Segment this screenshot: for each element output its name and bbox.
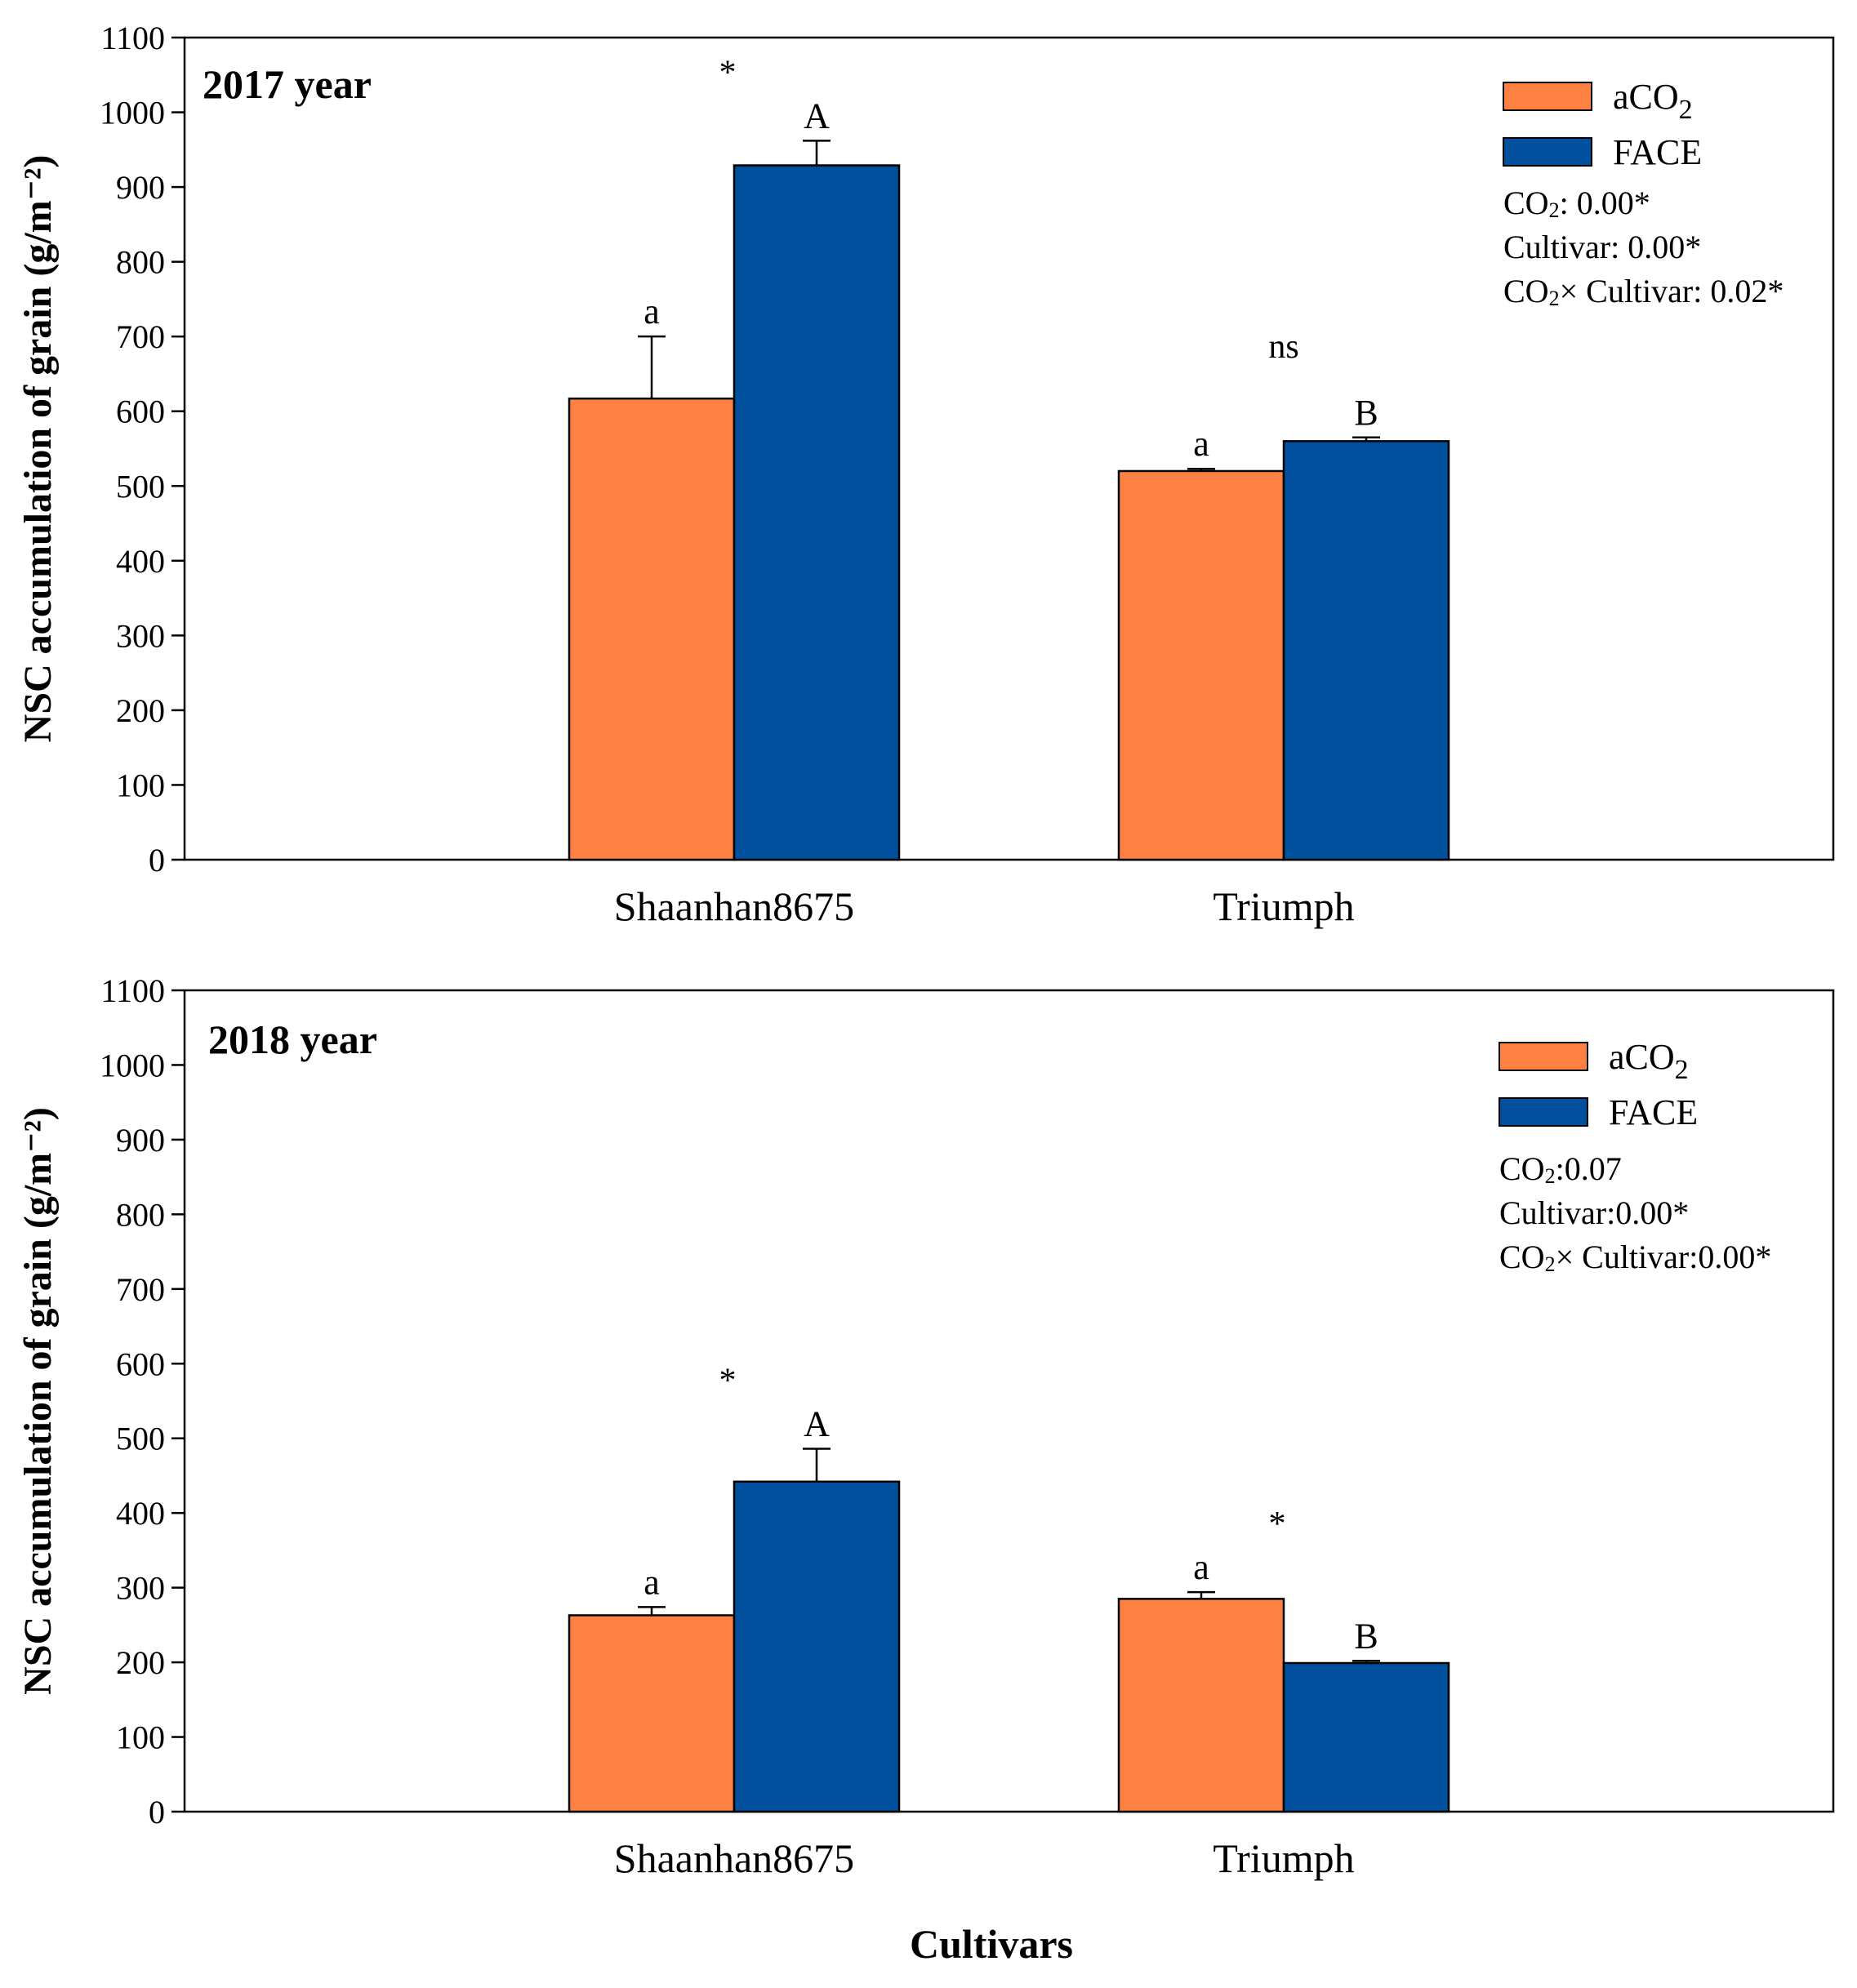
- plot-frame: [183, 36, 1835, 861]
- stats-line-sub: 2: [1549, 198, 1560, 222]
- legend-swatch-FACE: [1503, 137, 1592, 167]
- y-axis-label: NSC accumulation of grain (g/m⁻²): [16, 1107, 60, 1695]
- stats-line-main: CO: [1499, 1150, 1545, 1187]
- significance-marker: ns: [1268, 328, 1298, 366]
- stats-line-main: CO: [1499, 1239, 1545, 1275]
- y-tick-label: 100: [116, 1719, 165, 1756]
- y-tick-label: 300: [116, 1570, 165, 1607]
- legend-swatch-aCO2: [1503, 82, 1592, 111]
- bar-FACE: [733, 1480, 901, 1813]
- panel-1: 0 100 200 300 400 500 600 700 800 900 1000 1100 NSC …: [16, 972, 1835, 1881]
- y-tick-label: 500: [116, 1421, 165, 1457]
- legend-label-aCO2: aCO2: [1609, 1037, 1689, 1085]
- y-tick-label: 900: [116, 169, 165, 206]
- significance-letter: B: [1354, 393, 1378, 433]
- y-tick-label: 1100: [100, 972, 165, 1009]
- legend-label-FACE-main: FACE: [1613, 132, 1702, 172]
- significance-marker: *: [1269, 1505, 1286, 1543]
- significance-marker: *: [719, 54, 737, 91]
- y-tick-label: 1000: [100, 1047, 165, 1083]
- y-tick-label: 600: [116, 1345, 165, 1382]
- y-tick-label: 0: [149, 842, 165, 878]
- legend-label-aCO2: aCO2: [1613, 77, 1693, 125]
- stats-line-sub: 2: [1549, 287, 1560, 310]
- bar-aCO2: [1117, 1598, 1285, 1813]
- stats-line-main: CO: [1503, 185, 1549, 221]
- stats-line: CO2:0.07: [1499, 1150, 1622, 1188]
- stats-line-rest: × Cultivar:0.00*: [1556, 1239, 1772, 1275]
- significance-letter: B: [1354, 1616, 1378, 1656]
- bar-FACE: [1282, 440, 1450, 861]
- panels: 010020030040050060070080090010001100NSC …: [16, 20, 1835, 1881]
- x-tick-label: Triumph: [1213, 883, 1354, 929]
- panel-title: 2018 year: [208, 1016, 377, 1062]
- significance-letter: a: [1193, 424, 1209, 464]
- significance-letter: A: [804, 1404, 830, 1444]
- y-tick-label: 500: [116, 468, 165, 505]
- x-tick-label: Shaanhan8675: [614, 883, 854, 929]
- significance-letter: a: [1193, 1547, 1209, 1587]
- panel-0: 0 100 200 300 400 500 600 700 800 900 1000 1100 NSC …: [16, 20, 1835, 929]
- plot-frame: [183, 989, 1835, 1813]
- stats-line: CO2: 0.00*: [1503, 185, 1650, 222]
- x-tick-label: Triumph: [1213, 1835, 1354, 1881]
- legend-label-aCO2-sub: 2: [1675, 1055, 1689, 1085]
- y-tick-label: 400: [116, 543, 165, 580]
- legend-label-aCO2-main: aCO: [1613, 77, 1679, 117]
- bar-FACE: [733, 164, 901, 861]
- bar-aCO2: [568, 1614, 736, 1813]
- y-tick-label: 400: [116, 1495, 165, 1532]
- legend-label-FACE-main: FACE: [1609, 1092, 1698, 1132]
- y-tick-label: 700: [116, 318, 165, 355]
- y-tick-label: 600: [116, 394, 165, 430]
- stats-line: CO2× Cultivar: 0.02*: [1503, 273, 1784, 310]
- y-tick-label: 200: [116, 1644, 165, 1681]
- x-axis-label: Cultivars: [910, 1921, 1073, 1967]
- x-tick-label: Shaanhan8675: [614, 1835, 854, 1881]
- y-tick-label: 900: [116, 1122, 165, 1159]
- bar-FACE: [1282, 1661, 1450, 1813]
- stats-line-rest: : 0.00*: [1560, 185, 1650, 221]
- y-tick-label: 1100: [100, 20, 165, 56]
- stats-line-rest: :0.07: [1556, 1150, 1622, 1187]
- significance-letter: a: [643, 291, 660, 331]
- stats-line-main: Cultivar:0.00*: [1499, 1194, 1689, 1231]
- y-tick-label: 0: [149, 1794, 165, 1830]
- legend-label-FACE: FACE: [1613, 132, 1702, 172]
- panel-title: 2017 year: [203, 61, 372, 107]
- significance-marker: *: [719, 1363, 737, 1400]
- y-tick-label: 800: [116, 1196, 165, 1233]
- y-tick-label: 800: [116, 244, 165, 281]
- significance-letter: a: [643, 1562, 660, 1602]
- stats-line-main: Cultivar: 0.00*: [1503, 229, 1701, 265]
- legend-label-aCO2-sub: 2: [1679, 95, 1693, 125]
- legend-swatch-FACE: [1499, 1097, 1588, 1127]
- stats-line: CO2× Cultivar:0.00*: [1499, 1239, 1771, 1276]
- legend-label-aCO2-main: aCO: [1609, 1037, 1675, 1077]
- y-tick-label: 300: [116, 617, 165, 654]
- y-tick-label: 100: [116, 767, 165, 803]
- y-tick-label: 700: [116, 1271, 165, 1308]
- y-tick-label: 1000: [100, 95, 165, 131]
- y-axis-label: NSC accumulation of grain (g/m⁻²): [16, 155, 60, 743]
- stats-line: Cultivar:0.00*: [1499, 1194, 1689, 1231]
- bar-aCO2: [1117, 469, 1285, 861]
- legend-label-FACE: FACE: [1609, 1092, 1698, 1132]
- stats-line-sub: 2: [1545, 1164, 1556, 1188]
- legend-swatch-aCO2: [1499, 1042, 1588, 1071]
- stats-line-main: CO: [1503, 273, 1549, 309]
- stats-line: Cultivar: 0.00*: [1503, 229, 1701, 265]
- stats-line-rest: × Cultivar: 0.02*: [1560, 273, 1784, 309]
- stats-line-sub: 2: [1545, 1252, 1556, 1276]
- y-tick-label: 200: [116, 692, 165, 729]
- bar-aCO2: [568, 397, 736, 861]
- significance-letter: A: [804, 96, 830, 136]
